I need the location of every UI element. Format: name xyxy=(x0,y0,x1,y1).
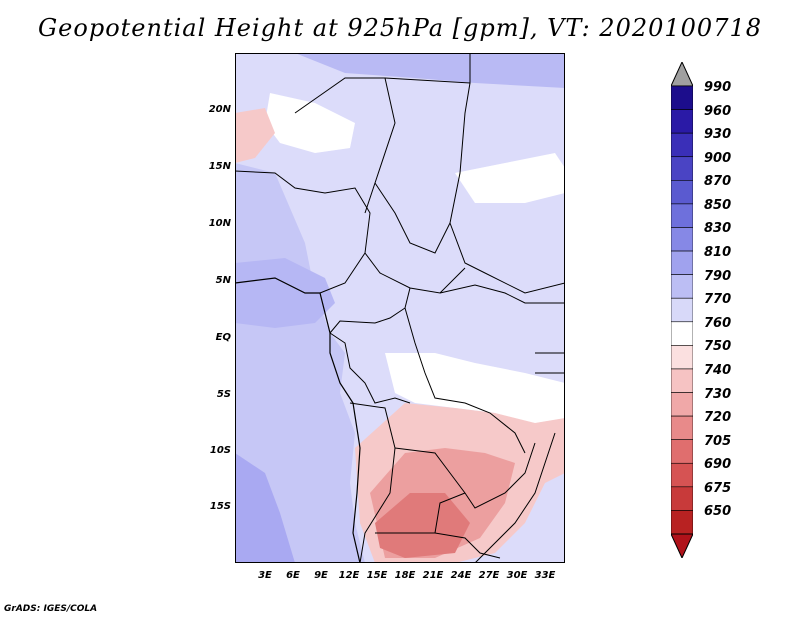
lat-label-20n: 20N xyxy=(195,104,231,115)
colorbar-level-label: 790 xyxy=(704,269,731,284)
colorbar-box xyxy=(671,298,693,322)
colorbar-level-label: 690 xyxy=(704,457,731,472)
colorbar-level-label: 740 xyxy=(704,363,731,378)
lat-label-10s: 10S xyxy=(195,445,231,456)
colorbar-box xyxy=(671,463,693,487)
colorbar-level-label: 675 xyxy=(704,481,731,496)
colorbar-box xyxy=(671,510,693,534)
lon-label-12e: 12E xyxy=(334,570,364,581)
lon-label-27e: 27E xyxy=(474,570,504,581)
colorbar-level-label: 830 xyxy=(704,221,731,236)
colorbar-box xyxy=(671,275,693,299)
footer-credit: GrADS: IGES/COLA xyxy=(4,604,97,614)
colorbar-box xyxy=(671,133,693,157)
colorbar-box xyxy=(671,393,693,417)
colorbar-box xyxy=(671,227,693,251)
colorbar-bottom-arrow xyxy=(671,534,693,558)
colorbar-level-label: 770 xyxy=(704,292,731,307)
lon-label-6e: 6E xyxy=(278,570,308,581)
lon-label-21e: 21E xyxy=(418,570,448,581)
colorbar-level-label: 930 xyxy=(704,127,731,142)
chart-title: Geopotential Height at 925hPa [gpm], VT:… xyxy=(0,14,800,42)
colorbar-level-label: 750 xyxy=(704,339,731,354)
lat-label-15n: 15N xyxy=(195,161,231,172)
colorbar-box xyxy=(671,180,693,204)
colorbar-level-label: 900 xyxy=(704,151,731,166)
colorbar-level-label: 960 xyxy=(704,104,731,119)
lat-label-10n: 10N xyxy=(195,218,231,229)
colorbar xyxy=(671,62,693,558)
colorbar-box xyxy=(671,487,693,511)
colorbar-box xyxy=(671,440,693,464)
colorbar-box xyxy=(671,369,693,393)
colorbar-level-label: 850 xyxy=(704,198,731,213)
colorbar-level-label: 870 xyxy=(704,174,731,189)
colorbar-level-label: 990 xyxy=(704,80,731,95)
lat-label-15s: 15S xyxy=(195,501,231,512)
lon-label-33e: 33E xyxy=(530,570,560,581)
colorbar-box xyxy=(671,204,693,228)
lat-label-eq: EQ xyxy=(195,332,231,343)
lon-label-3e: 3E xyxy=(250,570,280,581)
colorbar-box xyxy=(671,345,693,369)
colorbar-box xyxy=(671,416,693,440)
lon-label-24e: 24E xyxy=(446,570,476,581)
colorbar-box xyxy=(671,322,693,346)
colorbar-box xyxy=(671,110,693,134)
colorbar-box xyxy=(671,86,693,110)
colorbar-level-label: 730 xyxy=(704,387,731,402)
lon-label-9e: 9E xyxy=(306,570,336,581)
colorbar-level-label: 760 xyxy=(704,316,731,331)
lat-label-5n: 5N xyxy=(195,275,231,286)
colorbar-level-label: 720 xyxy=(704,410,731,425)
colorbar-level-label: 810 xyxy=(704,245,731,260)
colorbar-level-label: 650 xyxy=(704,504,731,519)
lat-label-5s: 5S xyxy=(195,389,231,400)
lon-label-30e: 30E xyxy=(502,570,532,581)
colorbar-level-label: 705 xyxy=(704,434,731,449)
colorbar-top-arrow xyxy=(671,62,693,86)
colorbar-box xyxy=(671,251,693,275)
lon-label-15e: 15E xyxy=(362,570,392,581)
lon-label-18e: 18E xyxy=(390,570,420,581)
colorbar-box xyxy=(671,157,693,181)
map-panel xyxy=(235,53,565,563)
